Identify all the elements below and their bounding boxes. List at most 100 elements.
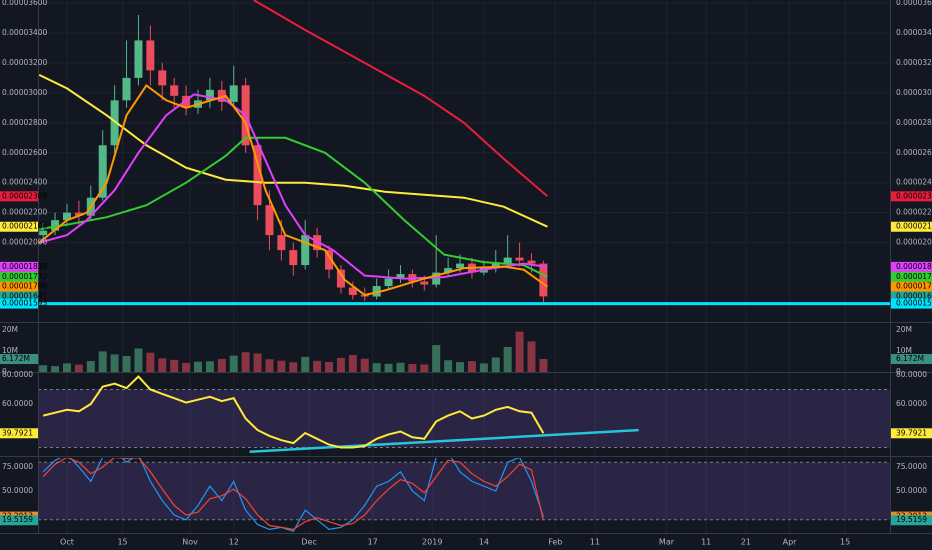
candle-body — [277, 235, 286, 251]
candle-body — [515, 257, 524, 261]
y-tick-label-left: 0.00003000 — [2, 88, 48, 97]
y-tick-label-right: 0.00002000 — [896, 238, 932, 247]
candle-body — [182, 95, 191, 108]
x-tick-label: 11 — [701, 538, 711, 547]
price-label-box-left — [0, 515, 38, 526]
volume-bar — [456, 362, 465, 372]
price-label-right: 0.00002309 — [896, 191, 932, 200]
price-label-right: 0.00001593 — [896, 299, 932, 308]
volume-bar — [444, 360, 453, 372]
y-tick-label-left: 0.00002400 — [2, 178, 48, 187]
y-tick-label-left: 0.00003400 — [2, 28, 48, 37]
price-label-box-left — [0, 354, 38, 365]
price-label-box-left — [0, 221, 38, 232]
x-tick-label: Oct — [60, 538, 74, 547]
price-label-box-right — [891, 291, 932, 302]
volume-bar — [325, 361, 334, 372]
level-band — [38, 462, 890, 520]
y-tick-label-right: 0.00003600 — [896, 0, 932, 7]
volume-bar — [86, 361, 95, 372]
candle-body — [289, 250, 298, 266]
y-tick-label-left: 10M — [2, 346, 18, 355]
candle-body — [62, 212, 71, 221]
candle-body — [146, 40, 155, 71]
x-tick-label: Feb — [548, 538, 562, 547]
marks-layer — [38, 0, 890, 533]
candle-body — [265, 205, 274, 236]
y-tick-label-right: 0.00002800 — [896, 118, 932, 127]
candle-body — [527, 260, 536, 264]
candle-body — [253, 145, 262, 206]
candle-body — [205, 89, 214, 101]
volume-bar — [110, 354, 119, 372]
line — [38, 83, 548, 297]
x-tick-label: Apr — [783, 538, 798, 547]
volume-bar — [74, 364, 83, 372]
volume-bar — [539, 359, 548, 372]
volume-bar — [253, 353, 262, 372]
price-label-right: 39.7921 — [896, 428, 927, 437]
panel — [42, 375, 639, 454]
candle-body — [122, 77, 131, 101]
candle-body — [229, 85, 238, 102]
price-label-left: 0.00001706 — [2, 282, 48, 291]
candle-body — [384, 278, 393, 287]
volume-bar — [158, 358, 167, 372]
price-label-box-right — [891, 515, 932, 526]
volume-bar — [241, 352, 250, 372]
volume-bar — [420, 364, 429, 372]
price-label-box-left — [0, 281, 38, 292]
volume-bar — [396, 362, 405, 372]
price-label-box-right — [891, 428, 932, 439]
candle-body — [134, 40, 143, 78]
line — [253, 0, 549, 197]
level-band — [38, 389, 890, 448]
candle-body — [456, 263, 465, 269]
volume-bar — [217, 358, 226, 372]
candle-body — [158, 70, 167, 86]
volume-bar — [408, 364, 417, 372]
y-tick-label-left: 0.00002800 — [2, 118, 48, 127]
price-label-right: 0.00001706 — [896, 282, 932, 291]
volume-bar — [336, 357, 345, 372]
y-tick-label-left: 60.0000 — [2, 399, 33, 408]
volume-bar — [182, 362, 191, 372]
volume-bar — [467, 361, 476, 372]
candle-body — [503, 257, 512, 264]
candle-body — [110, 100, 119, 146]
volume-bar — [491, 357, 500, 372]
volume-bar — [384, 363, 393, 372]
candle-body — [348, 287, 357, 296]
price-label-box-left — [0, 271, 38, 282]
price-label-left: 19.5159 — [2, 515, 33, 524]
price-label-left: 39.7921 — [2, 428, 33, 437]
y-tick-label-left: 50.0000 — [2, 486, 33, 495]
line — [39, 136, 548, 278]
volume-bar — [277, 360, 286, 372]
candle-body — [217, 89, 226, 102]
price-label-left: 0.00001772 — [2, 272, 48, 281]
x-tick-label: 21 — [741, 538, 751, 547]
x-tick-label: Mar — [659, 538, 675, 547]
volume-bar — [503, 347, 512, 372]
volume-bar — [62, 363, 71, 372]
price-label-right: 6.172M — [896, 354, 924, 363]
volume-bar — [98, 351, 107, 372]
candle-body — [539, 263, 548, 297]
y-tick-label-left: 0.00002600 — [2, 148, 48, 157]
y-tick-label-left: 0.00002200 — [2, 208, 48, 217]
volume-bar — [527, 341, 536, 372]
price-label-left: 0.00002106 — [2, 222, 48, 231]
volume-bar — [134, 348, 143, 372]
y-tick-label-right: 20M — [896, 325, 912, 334]
y-tick-label-right: 0.00002600 — [896, 148, 932, 157]
price-label-box-right — [891, 354, 932, 365]
price-label-box-left — [0, 191, 38, 202]
x-tick-label: 15 — [840, 538, 850, 547]
volume-bar — [229, 355, 238, 372]
price-label-left: 0.00001593 — [2, 299, 48, 308]
y-tick-label-right: 80.0000 — [896, 370, 927, 379]
candle-body — [301, 235, 310, 266]
y-tick-label-right: 75.0000 — [896, 462, 927, 471]
